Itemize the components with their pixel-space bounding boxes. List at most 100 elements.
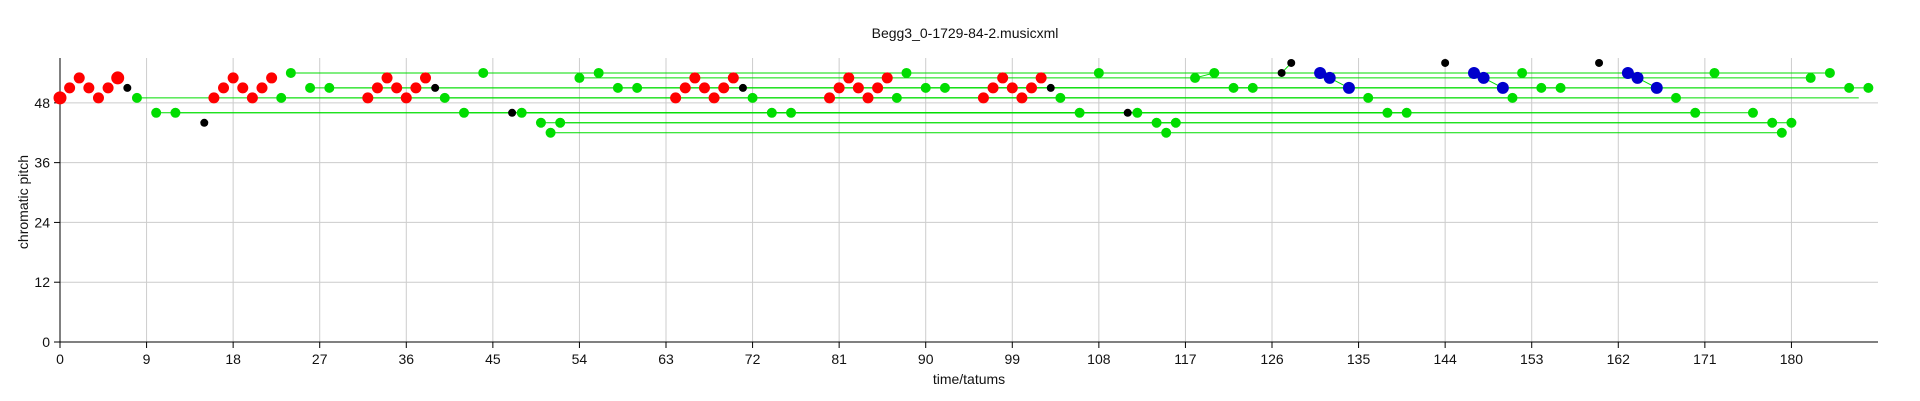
red-note-point [977,92,989,104]
green-note-point [1805,72,1816,83]
red-note-point [381,72,393,84]
x-tick-label: 63 [658,351,674,367]
green-note-point [1247,82,1258,93]
red-note-point [246,92,258,104]
black-note-point [200,118,209,127]
black-note-point [1277,68,1286,77]
red-note-point [862,92,874,104]
green-note-point [478,67,489,78]
red-note-point [1026,82,1038,94]
red-note-point [872,82,884,94]
chart-title: Begg3_0-1729-84-2.musicxml [872,25,1059,41]
green-note-point [1690,107,1701,118]
x-tick-label: 126 [1260,351,1284,367]
red-note-point [727,72,739,84]
x-tick-label: 162 [1607,351,1631,367]
black-note-point [508,108,517,117]
blue-note-point [1314,66,1327,79]
blue-note-point [1468,66,1480,79]
green-note-point [1401,107,1412,118]
blue-note-point [1342,81,1355,94]
red-note-point [218,82,230,94]
red-note-point [708,92,720,104]
x-axis-title: time/tatums [933,371,1005,387]
red-note-point [843,72,855,84]
black-note-point [1441,58,1450,67]
x-tick-label: 54 [572,351,588,367]
x-tick-label: 180 [1780,351,1804,367]
y-tick-label: 12 [34,274,50,290]
green-note-point [545,127,556,138]
red-note-point [227,72,239,84]
red-note-point [371,82,383,94]
green-note-point [612,82,623,93]
green-note-point [305,82,316,93]
blue-note-point [1323,71,1336,84]
red-note-point [64,82,76,94]
axes [59,58,1878,343]
red-note-point [718,82,730,94]
green-note-point [1363,92,1374,103]
black-note-point [431,83,440,92]
green-note-point [1382,107,1393,118]
y-tick-label: 48 [34,95,50,111]
green-note-point [324,82,335,93]
green-note-point [1709,67,1720,78]
green-note-point [459,107,469,118]
x-tick-label: 27 [312,351,328,367]
x-tick-label: 72 [745,351,761,367]
blue-note-point [1631,71,1644,84]
red-note-point [256,82,268,94]
red-note-point [83,82,95,94]
red-note-point [73,72,85,84]
red-note-point [698,82,710,94]
grid [60,58,1878,342]
blue-note-point [1650,81,1663,94]
green-note-point [555,117,566,128]
green-note-point [1151,117,1162,128]
red-note-point [833,82,845,94]
black-note-point [1046,83,1055,92]
black-note-point [1287,58,1296,67]
x-tick-label: 144 [1433,351,1457,367]
y-axis-title: chromatic pitch [15,155,31,249]
green-note-point [1074,107,1085,118]
red-note-point [208,92,220,104]
green-note-point [1517,67,1528,78]
red-note-point [852,82,864,94]
x-tick-label: 9 [143,351,151,367]
green-note-point [1863,82,1874,93]
green-note-point [593,67,604,78]
x-tick-label: 81 [831,351,847,367]
green-note-point [1170,117,1181,128]
green-note-point [439,92,450,103]
green-note-point [151,107,162,118]
y-tick-label: 36 [34,155,50,171]
green-note-point [535,117,546,128]
red-note-point [237,82,249,94]
green-note-point [1767,117,1778,128]
green-note-point [574,72,585,83]
black-note-point [738,83,747,92]
green-note-point [1786,117,1797,128]
red-note-point [997,72,1009,84]
x-tick-label: 108 [1087,351,1111,367]
x-tick-label: 99 [1004,351,1020,367]
red-note-point [881,72,893,84]
green-note-point [1747,107,1758,118]
y-tick-label: 24 [34,214,50,230]
red-note-point [53,91,67,105]
red-note-point [670,92,682,104]
black-note-point [1595,58,1604,67]
green-note-point [920,82,931,93]
red-note-point [1016,92,1028,104]
red-note-point [987,82,999,94]
green-note-point [939,82,950,93]
red-note-point [689,72,701,84]
x-tick-label: 153 [1520,351,1544,367]
red-note-point [420,72,432,84]
red-note-point [824,92,836,104]
green-note-point [276,92,287,103]
x-tick-label: 90 [918,351,934,367]
red-note-point [400,92,412,104]
